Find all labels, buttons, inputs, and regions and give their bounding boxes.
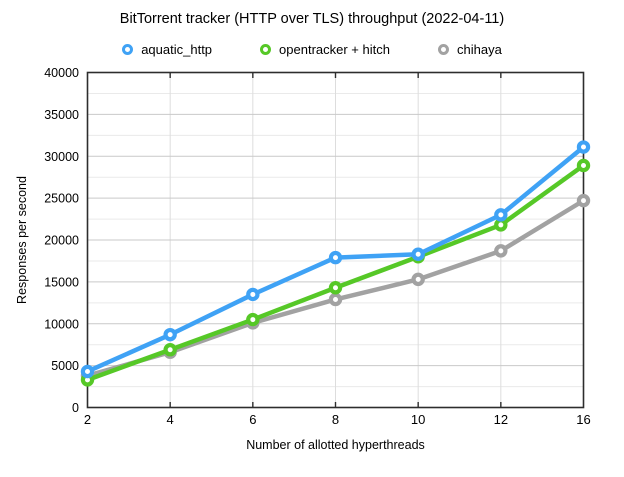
legend-item-chihaya: chihaya [437, 42, 502, 57]
data-point-marker [80, 364, 95, 379]
data-point-marker [246, 287, 260, 302]
chart-legend: aquatic_http opentracker + hitch chihaya [0, 42, 624, 57]
legend-item-opentracker + hitch: opentracker + hitch [260, 42, 390, 57]
legend-marker-icon [122, 44, 134, 55]
y-tick-label: 25000 [44, 192, 79, 206]
y-tick-label: 40000 [44, 66, 79, 80]
legend-label: chihaya [456, 42, 502, 57]
data-point-marker [576, 193, 591, 208]
data-point-marker [163, 343, 177, 357]
legend-label: aquatic_http [141, 42, 213, 57]
legend-marker-icon [437, 44, 449, 55]
x-tick-label: 8 [332, 412, 339, 427]
y-tick-label: 10000 [44, 317, 79, 331]
legend-label: opentracker + hitch [279, 42, 390, 57]
x-tick-label: 2 [84, 412, 91, 427]
y-tick-label: 20000 [44, 234, 79, 248]
legend-item-aquatic_http: aquatic_http [122, 42, 212, 57]
x-tick-label: 12 [494, 412, 508, 427]
x-tick-label: 16 [576, 412, 590, 427]
y-tick-label: 30000 [44, 150, 79, 164]
data-point-marker [328, 250, 343, 265]
data-point-marker [494, 244, 508, 258]
legend-marker-icon [260, 44, 272, 55]
x-tick-label: 10 [411, 412, 425, 427]
data-point-marker [494, 218, 508, 232]
data-point-marker [246, 312, 260, 327]
data-point-marker [411, 272, 425, 287]
data-point-marker [163, 327, 177, 342]
data-point-marker [328, 292, 343, 307]
y-tick-label: 35000 [44, 108, 79, 122]
y-tick-label: 0 [72, 401, 79, 415]
data-point-marker [576, 158, 591, 173]
data-point-marker [411, 247, 425, 261]
data-point-marker [494, 208, 508, 222]
x-tick-label: 4 [167, 412, 174, 427]
x-tick-label: 6 [249, 412, 256, 427]
data-point-marker [328, 281, 343, 295]
data-point-marker [576, 140, 591, 154]
y-tick-label: 15000 [44, 275, 79, 289]
chart-title: BitTorrent tracker (HTTP over TLS) throu… [119, 11, 505, 27]
y-tick-label: 5000 [51, 359, 79, 373]
x-axis-title: Number of allotted hyperthreads [246, 438, 425, 452]
